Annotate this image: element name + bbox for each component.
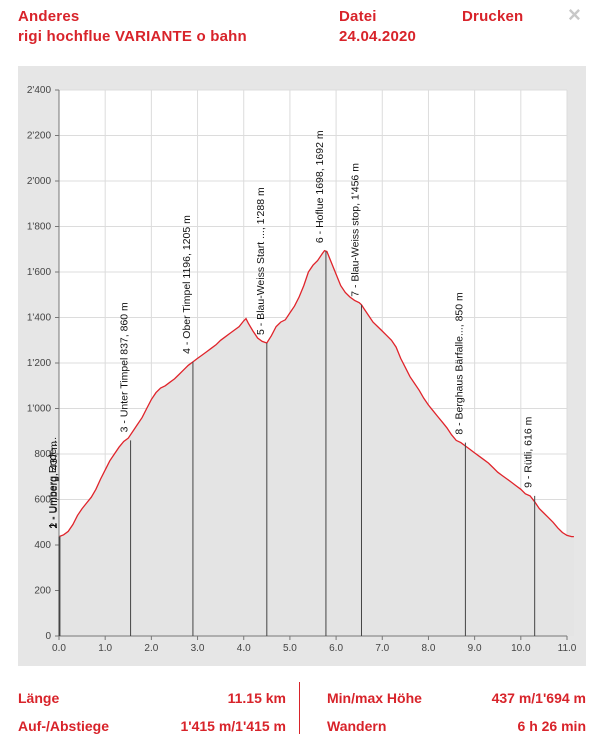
x-tick-label: 8.0 xyxy=(422,643,436,654)
y-tick-label: 2'400 xyxy=(27,85,52,96)
waypoint-label: 7 - Blau-Weiss stop, 1'456 m xyxy=(349,163,361,297)
profile-area xyxy=(59,250,574,636)
y-tick-label: 1'200 xyxy=(27,358,52,369)
x-tick-label: 7.0 xyxy=(375,643,389,654)
minmax-value: 437 m/1'694 m xyxy=(491,690,586,706)
y-tick-label: 1'800 xyxy=(27,222,52,233)
y-tick-label: 600 xyxy=(34,495,51,506)
elevation-profile-chart: 0 200 400 600 800 1'000 1'200 1'400 1'600 1'800 2'… xyxy=(18,66,586,666)
close-icon: × xyxy=(568,2,581,27)
waypoint-label: 4 - Ober Timpel 1196, 1205 m xyxy=(181,215,193,354)
ascent-value: 1'415 m/1'415 m xyxy=(180,718,286,734)
waypoint-label: 6 - Hoflue 1698, 1692 m xyxy=(314,130,326,243)
stats-divider xyxy=(299,682,300,734)
x-tick-label: 4.0 xyxy=(237,643,251,654)
length-value: 11.15 km xyxy=(227,690,286,706)
y-tick-label: 2'000 xyxy=(27,176,52,187)
x-tick-label: 6.0 xyxy=(329,643,343,654)
y-tick-label: 400 xyxy=(34,540,51,551)
waypoint-label: 3 - Unter Timpel 837, 860 m xyxy=(119,302,131,432)
x-tick-label: 1.0 xyxy=(98,643,112,654)
waypoint-label: 2 - Umberg, 437 m xyxy=(48,441,60,529)
x-tick-label: 0.0 xyxy=(52,643,66,654)
route-date: 24.04.2020 xyxy=(339,28,417,45)
y-tick-label: 800 xyxy=(34,449,51,460)
y-tick-label: 2'200 xyxy=(27,131,52,142)
y-tick-label: 1'600 xyxy=(27,267,52,278)
hiking-label: Wandern xyxy=(327,718,387,734)
y-tick-label: 1'000 xyxy=(27,404,52,415)
close-button[interactable]: × xyxy=(568,4,586,26)
ascent-label: Auf-/Abstiege xyxy=(18,718,109,734)
waypoint-label: 1 - Umberg Ende ... xyxy=(47,437,59,529)
x-tick-label: 9.0 xyxy=(468,643,482,654)
x-tick-label: 3.0 xyxy=(191,643,205,654)
y-tick-label: 0 xyxy=(45,631,51,642)
route-stats: Länge 11.15 km Auf-/Abstiege 1'415 m/1'4… xyxy=(0,678,600,738)
elevation-profile-svg: 0 200 400 600 800 1'000 1'200 1'400 1'600 1'800 2'… xyxy=(27,85,577,654)
minmax-label: Min/max Höhe xyxy=(327,690,422,706)
waypoint-label: 9 - Rütli, 616 m xyxy=(523,416,535,487)
hiking-value: 6 h 26 min xyxy=(517,718,586,734)
profile-line xyxy=(58,249,574,538)
x-tick-label: 10.0 xyxy=(511,643,531,654)
waypoint-label: 8 - Berghaus Bärfalle..., 850 m xyxy=(453,292,465,435)
length-label: Länge xyxy=(18,690,60,706)
y-tick-label: 1'400 xyxy=(27,313,52,324)
x-tick-label: 11.0 xyxy=(558,643,577,654)
x-tick-label: 5.0 xyxy=(283,643,297,654)
waypoint-label: 5 - Blau-Weiss Start ..., 1'288 m xyxy=(255,187,267,335)
file-link[interactable]: Datei xyxy=(339,8,377,25)
y-tick-label: 200 xyxy=(34,586,51,597)
x-tick-label: 2.0 xyxy=(144,643,158,654)
route-title: rigi hochflue VARIANTE o bahn xyxy=(18,28,247,45)
author-name: Anderes xyxy=(18,8,80,25)
print-link[interactable]: Drucken xyxy=(462,8,524,25)
